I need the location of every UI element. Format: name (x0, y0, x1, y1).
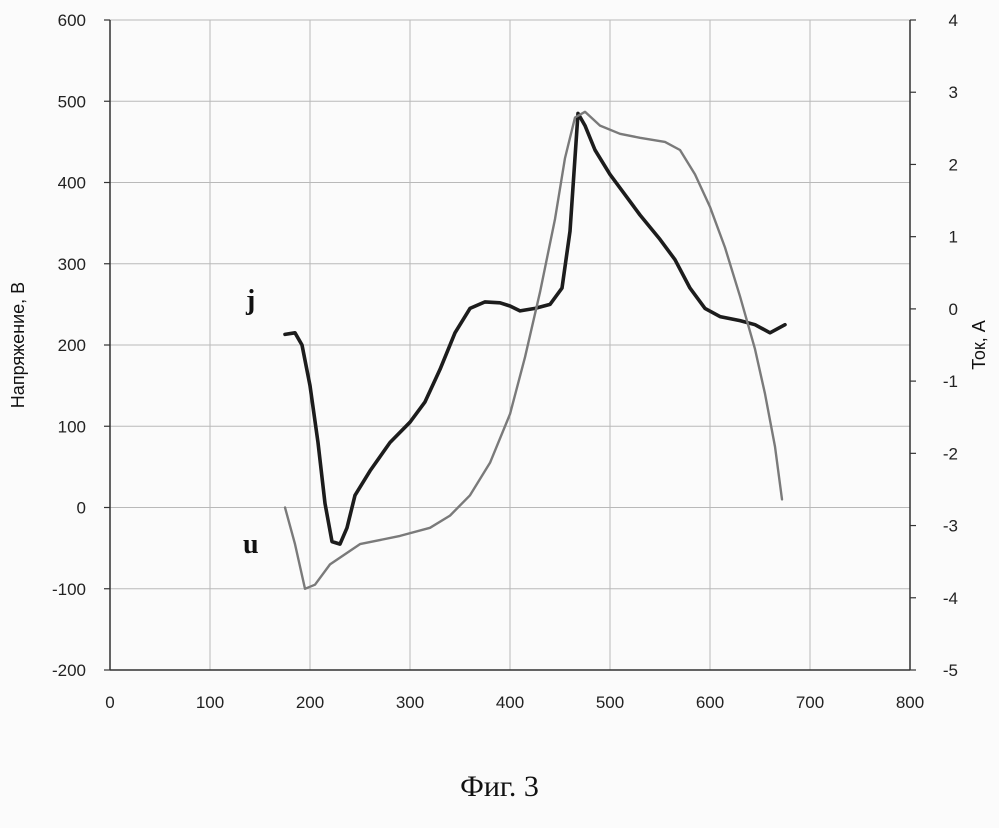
figure-caption: Фиг. 3 (0, 770, 999, 804)
y2-tick-label: -1 (943, 372, 958, 391)
y-tick-label: 0 (77, 499, 86, 518)
grid (110, 20, 910, 670)
y-tick-label: 100 (58, 417, 86, 436)
y-tick-label: -200 (52, 661, 86, 680)
chart: 0100200300400500600700800 -200-100010020… (0, 0, 999, 760)
series-line-u (285, 112, 782, 589)
y-tick-labels: -200 -100 0 100 200 300 400 500 600 (52, 11, 86, 680)
y2-tick-label: 0 (949, 300, 958, 319)
y-tick-label: 300 (58, 255, 86, 274)
y2-tick-label: 3 (949, 83, 958, 102)
x-tick-label: 300 (396, 693, 424, 712)
x-tick-labels: 0 100 200 300 400 500 600 700 800 (105, 693, 924, 712)
y2-tick-label: -2 (943, 444, 958, 463)
y2-tick-label: -5 (943, 661, 958, 680)
x-tick-label: 200 (296, 693, 324, 712)
y-tick-label: 200 (58, 336, 86, 355)
y2-tick-label: 4 (949, 11, 958, 30)
y2-tick-label: -3 (943, 517, 958, 536)
x-tick-label: 800 (896, 693, 924, 712)
x-tick-label: 600 (696, 693, 724, 712)
y-tick-label: 600 (58, 11, 86, 30)
y2-tick-label: 1 (949, 228, 958, 247)
curve-label-j: j (245, 285, 255, 316)
x-tick-label: 700 (796, 693, 824, 712)
y-tick-label: -100 (52, 580, 86, 599)
y-tick-label: 500 (58, 92, 86, 111)
y2-tick-label: -4 (943, 589, 958, 608)
y2-axis-title: Ток, А (969, 320, 989, 369)
curve-label-u: u (243, 529, 259, 560)
x-tick-label: 500 (596, 693, 624, 712)
x-tick-label: 100 (196, 693, 224, 712)
x-tick-label: 400 (496, 693, 524, 712)
y2-tick-label: 2 (949, 155, 958, 174)
y-tick-label: 400 (58, 174, 86, 193)
y2-tick-labels: -5 -4 -3 -2 -1 0 1 2 3 4 (943, 11, 958, 680)
y-axis-title: Напряжение, В (8, 282, 28, 408)
x-tick-label: 0 (105, 693, 114, 712)
